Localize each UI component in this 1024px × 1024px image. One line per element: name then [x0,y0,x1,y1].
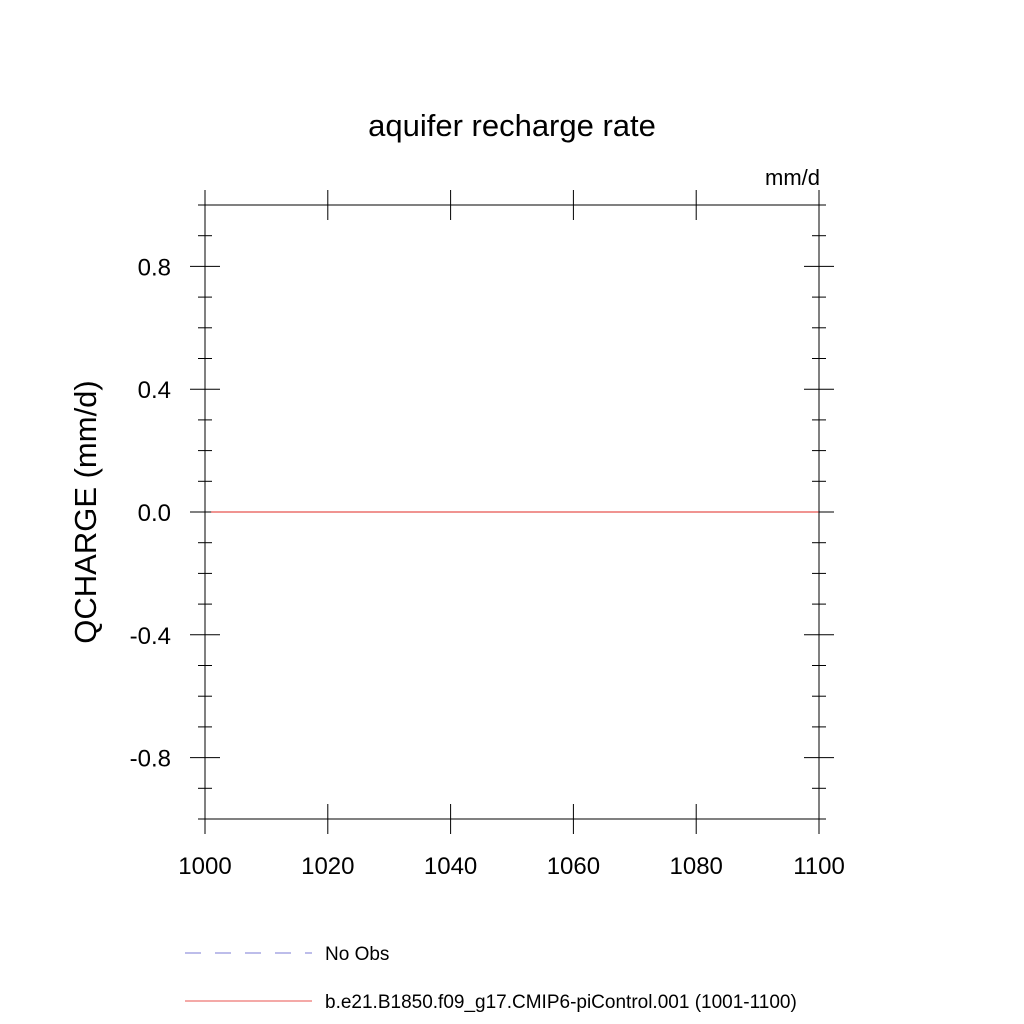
plot-frame [204,204,820,820]
legend-label: No Obs [325,944,389,965]
x-tick-label: 1020 [301,853,354,880]
y-tick-labels: -0.8 -0.4 0.0 0.4 0.8 [130,254,171,772]
y-tick-label: -0.4 [130,623,171,650]
legend-label: b.e21.B1850.f09_g17.CMIP6-piControl.001 … [325,992,797,1013]
legend: No Obs b.e21.B1850.f09_g17.CMIP6-piContro… [185,944,797,1013]
y-tick-label: 0.0 [138,500,171,527]
x-tick-label: 1100 [793,853,845,880]
y-tick-label: -0.8 [130,746,171,773]
y-axis-label: QCHARGE (mm/d) [68,380,103,644]
y-tick-label: 0.8 [138,254,171,281]
x-tick-label: 1080 [670,853,723,880]
chart-title: aquifer recharge rate [368,108,656,143]
x-tick-label: 1000 [178,853,231,880]
y-tick-label: 0.4 [138,377,171,404]
x-tick-labels: 1000 1020 1040 1060 1080 1100 [178,853,845,880]
x-tick-label: 1040 [424,853,477,880]
units-label: mm/d [765,165,820,190]
x-tick-label: 1060 [547,853,600,880]
